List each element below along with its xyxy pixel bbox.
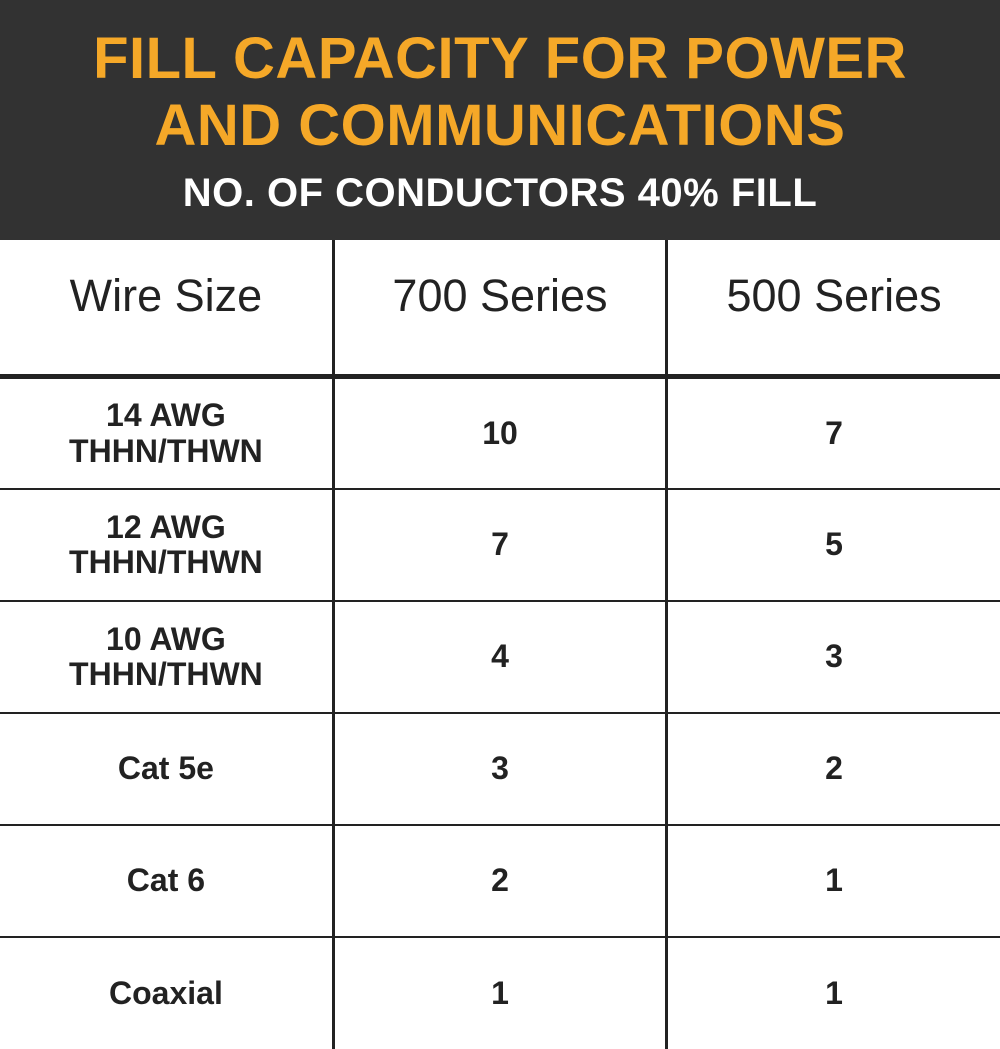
- table-row: Cat 5e 3 2: [0, 713, 1000, 825]
- table-row: 10 AWG THHN/THWN 4 3: [0, 601, 1000, 713]
- table-row: Coaxial 1 1: [0, 937, 1000, 1049]
- cell-700-series: 10: [333, 377, 666, 489]
- fill-capacity-table: Wire Size 700 Series 500 Series 14 AWG T…: [0, 240, 1000, 1049]
- wire-size-line2: THHN/THWN: [0, 657, 332, 692]
- cell-wire-size: 10 AWG THHN/THWN: [0, 601, 333, 713]
- table-header-row: Wire Size 700 Series 500 Series: [0, 240, 1000, 377]
- table-row: 14 AWG THHN/THWN 10 7: [0, 377, 1000, 489]
- wire-size-line1: 10 AWG: [0, 622, 332, 657]
- wire-size-line1: 14 AWG: [0, 398, 332, 433]
- cell-500-series: 2: [667, 713, 1000, 825]
- cell-500-series: 5: [667, 489, 1000, 601]
- cell-500-series: 3: [667, 601, 1000, 713]
- cell-500-series: 1: [667, 937, 1000, 1049]
- cell-700-series: 3: [333, 713, 666, 825]
- cell-wire-size: Cat 6: [0, 825, 333, 937]
- subtitle: NO. OF CONDUCTORS 40% FILL: [20, 171, 980, 216]
- cell-700-series: 7: [333, 489, 666, 601]
- col-header-500-series: 500 Series: [667, 240, 1000, 377]
- cell-wire-size: 14 AWG THHN/THWN: [0, 377, 333, 489]
- cell-wire-size: Cat 5e: [0, 713, 333, 825]
- col-header-700-series: 700 Series: [333, 240, 666, 377]
- cell-700-series: 2: [333, 825, 666, 937]
- cell-wire-size: 12 AWG THHN/THWN: [0, 489, 333, 601]
- header-banner: FILL CAPACITY FOR POWER AND COMMUNICATIO…: [0, 0, 1000, 240]
- title-line-1: FILL CAPACITY FOR POWER: [93, 26, 907, 91]
- title: FILL CAPACITY FOR POWER AND COMMUNICATIO…: [20, 26, 980, 159]
- wire-size-line2: THHN/THWN: [0, 545, 332, 580]
- cell-700-series: 1: [333, 937, 666, 1049]
- table-row: Cat 6 2 1: [0, 825, 1000, 937]
- title-line-2: AND COMMUNICATIONS: [155, 93, 846, 158]
- wire-size-line2: THHN/THWN: [0, 434, 332, 469]
- cell-500-series: 1: [667, 825, 1000, 937]
- wire-size-line1: Cat 5e: [0, 751, 332, 786]
- cell-700-series: 4: [333, 601, 666, 713]
- wire-size-line1: Cat 6: [0, 863, 332, 898]
- col-header-wire-size: Wire Size: [0, 240, 333, 377]
- wire-size-line1: 12 AWG: [0, 510, 332, 545]
- wire-size-line1: Coaxial: [0, 976, 332, 1011]
- table-row: 12 AWG THHN/THWN 7 5: [0, 489, 1000, 601]
- cell-wire-size: Coaxial: [0, 937, 333, 1049]
- cell-500-series: 7: [667, 377, 1000, 489]
